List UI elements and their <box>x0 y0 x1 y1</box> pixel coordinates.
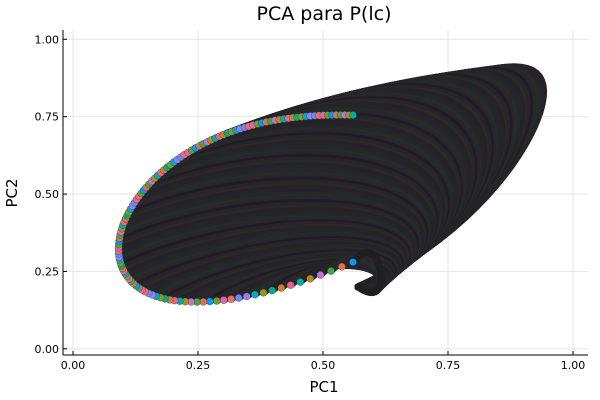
data-point <box>206 297 214 306</box>
data-point <box>219 296 228 304</box>
x-tick-label: 0.25 <box>186 359 211 372</box>
data-point <box>306 274 314 283</box>
x-tick-label: 0.00 <box>61 359 86 372</box>
data-point <box>242 292 251 301</box>
y-axis-label: PC2 <box>3 178 21 207</box>
data-point <box>286 281 295 289</box>
series-line <box>349 248 385 297</box>
y-tick-label: 0.25 <box>35 265 60 278</box>
y-tick-label: 0.50 <box>35 188 60 201</box>
x-tick-label: 0.75 <box>436 359 461 372</box>
y-tick-label: 1.00 <box>35 33 60 46</box>
data-point <box>227 295 235 303</box>
chart-title: PCA para P(lc) <box>257 3 392 25</box>
curves <box>115 63 548 306</box>
x-tick-label: 1.00 <box>561 359 586 372</box>
data-point <box>296 278 305 286</box>
x-tick-label: 0.50 <box>311 359 336 372</box>
data-point <box>327 267 335 275</box>
data-point <box>349 258 357 266</box>
y-tick-label: 0.00 <box>35 343 60 356</box>
data-point <box>268 286 276 295</box>
data-point <box>349 111 357 119</box>
data-point <box>212 297 221 305</box>
data-point <box>251 290 259 299</box>
data-point <box>338 262 346 271</box>
data-point <box>199 298 208 306</box>
data-point <box>234 294 243 302</box>
axes: 0.00 0.25 0.50 0.75 1.00 0.00 0.25 0.50 0.75 1.00 <box>35 30 588 372</box>
y-tick-label: 0.75 <box>35 111 60 124</box>
data-point <box>277 284 286 292</box>
data-point <box>316 271 325 279</box>
data-point <box>259 288 268 297</box>
x-axis-label: PC1 <box>309 378 338 396</box>
markers <box>114 111 357 306</box>
